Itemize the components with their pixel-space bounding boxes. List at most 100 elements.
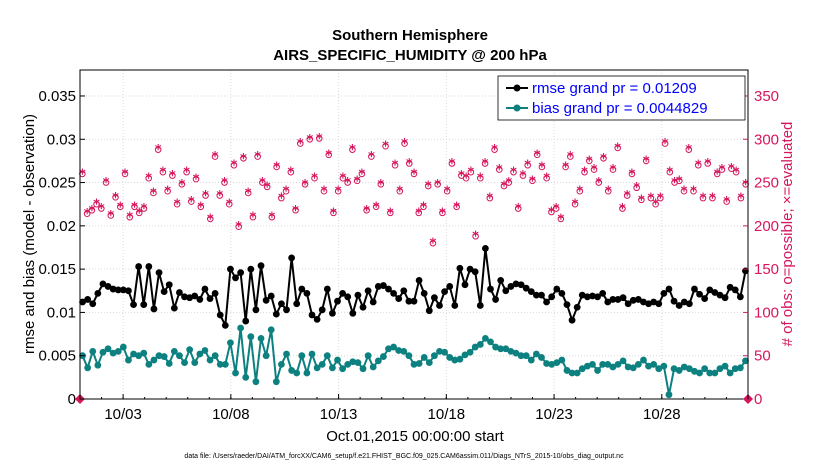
error-series (79, 244, 749, 399)
rmse-point (568, 316, 576, 324)
obs-possible-marker (709, 194, 716, 202)
bias-point (466, 348, 474, 356)
legend: rmse grand pr = 0.01209 bias grand pr = … (497, 75, 746, 121)
obs-possible-marker (259, 179, 266, 186)
rmse-point (736, 293, 744, 301)
obs-evaluated-marker: * (657, 192, 664, 207)
obs-evaluated-marker: * (264, 180, 271, 195)
obs-evaluated-marker: * (207, 212, 214, 227)
obs-evaluated-marker: * (145, 172, 152, 187)
obs-possible-marker (93, 200, 100, 208)
bias-point (736, 364, 744, 372)
obs-evaluated-marker: * (595, 176, 602, 191)
obs-evaluated-marker: * (84, 207, 91, 222)
obs-possible-marker (676, 177, 683, 185)
bias-point (140, 349, 148, 357)
x-tick-label: 10/28 (643, 406, 681, 423)
bias-point (624, 363, 632, 371)
obs-possible-marker (83, 210, 91, 218)
obs-evaluated-marker: * (136, 206, 143, 221)
obs-possible-marker (173, 200, 181, 208)
obs-evaluated-marker: * (188, 195, 195, 210)
bias-point (176, 352, 183, 360)
obs-evaluated-marker: * (160, 166, 167, 181)
y-tick-label-left: 0.03 (47, 131, 76, 148)
obs-possible-marker (178, 180, 186, 188)
bias-point (323, 352, 331, 360)
obs-evaluated-marker: * (340, 172, 347, 187)
obs-evaluated-marker: * (425, 180, 432, 195)
rmse-point (604, 298, 612, 306)
obs-possible-marker (600, 155, 607, 162)
bias-point (257, 334, 265, 342)
rmse-point (502, 287, 510, 295)
obs-evaluated-marker: * (221, 176, 228, 191)
rmse-point (583, 293, 591, 301)
obs-evaluated-marker: * (690, 185, 697, 200)
obs-possible-marker (429, 239, 437, 247)
bias-point (374, 357, 382, 365)
rmse-point (563, 301, 571, 309)
obs-possible-marker (126, 213, 134, 221)
rmse-point (374, 283, 382, 290)
bias-point (196, 350, 204, 358)
obs-possible-marker (732, 168, 740, 176)
obs-possible-marker (415, 209, 423, 217)
bias-point (589, 360, 596, 368)
rmse-point (415, 276, 423, 284)
obs-possible-marker (581, 168, 588, 176)
obs-possible-marker (557, 215, 565, 223)
bias-point (227, 339, 234, 347)
obs-evaluated-marker: * (112, 191, 119, 206)
rmse-point (487, 285, 494, 293)
bias-point (731, 365, 739, 373)
obs-possible-marker (434, 180, 441, 188)
obs-evaluated-marker: * (392, 159, 399, 174)
rmse-point (711, 289, 719, 296)
obs-evaluated-marker: * (448, 157, 455, 172)
obs-evaluated-marker: * (676, 174, 683, 189)
obs-possible-marker (112, 193, 119, 201)
obs-evaluated-marker: * (88, 204, 95, 219)
bias-point (573, 369, 581, 377)
obs-evaluated-marker: * (728, 162, 735, 177)
chart-title-line2: AIRS_SPECIFIC_HUMIDITY @ 200 hPa (273, 47, 547, 64)
obs-evaluated-marker: * (472, 230, 479, 245)
obs-evaluated-marker: * (534, 148, 541, 163)
obs-possible-marker (448, 160, 456, 167)
obs-evaluated-marker: * (491, 143, 498, 158)
obs-evaluated-marker: * (486, 192, 493, 207)
obs-possible-marker (410, 170, 418, 178)
obs-evaluated-marker: * (515, 202, 522, 217)
x-tick-label: 10/13 (320, 406, 358, 423)
obs-evaluated-marker: * (629, 167, 636, 182)
rmse-point (706, 286, 714, 294)
bias-point (538, 354, 545, 361)
rmse-point (410, 297, 418, 305)
rmse-point (731, 286, 739, 294)
rmse-point (181, 293, 188, 301)
rmse-point (369, 298, 377, 306)
obs-possible-marker (301, 180, 309, 188)
obs-possible-marker (728, 165, 735, 172)
rmse-point (160, 288, 168, 296)
obs-possible-marker (240, 155, 247, 162)
rmse-point (451, 302, 459, 309)
bias-point (558, 356, 566, 364)
rmse-point (655, 300, 663, 308)
obs-possible-marker (405, 160, 413, 167)
rmse-point (288, 254, 296, 262)
rmse-point (252, 306, 260, 314)
obs-possible-marker (652, 200, 659, 208)
rmse-point (211, 289, 219, 297)
bias-point (650, 360, 658, 368)
obs-possible-marker (339, 174, 347, 182)
obs-possible-marker (344, 179, 351, 186)
obs-possible-marker (609, 166, 617, 173)
obs-possible-marker (225, 200, 233, 208)
obs-possible-marker (135, 209, 143, 217)
x-tick-label: 10/23 (535, 406, 573, 423)
obs-possible-marker (510, 168, 517, 176)
obs-possible-marker (102, 179, 110, 186)
obs-evaluated-marker: * (354, 174, 361, 189)
